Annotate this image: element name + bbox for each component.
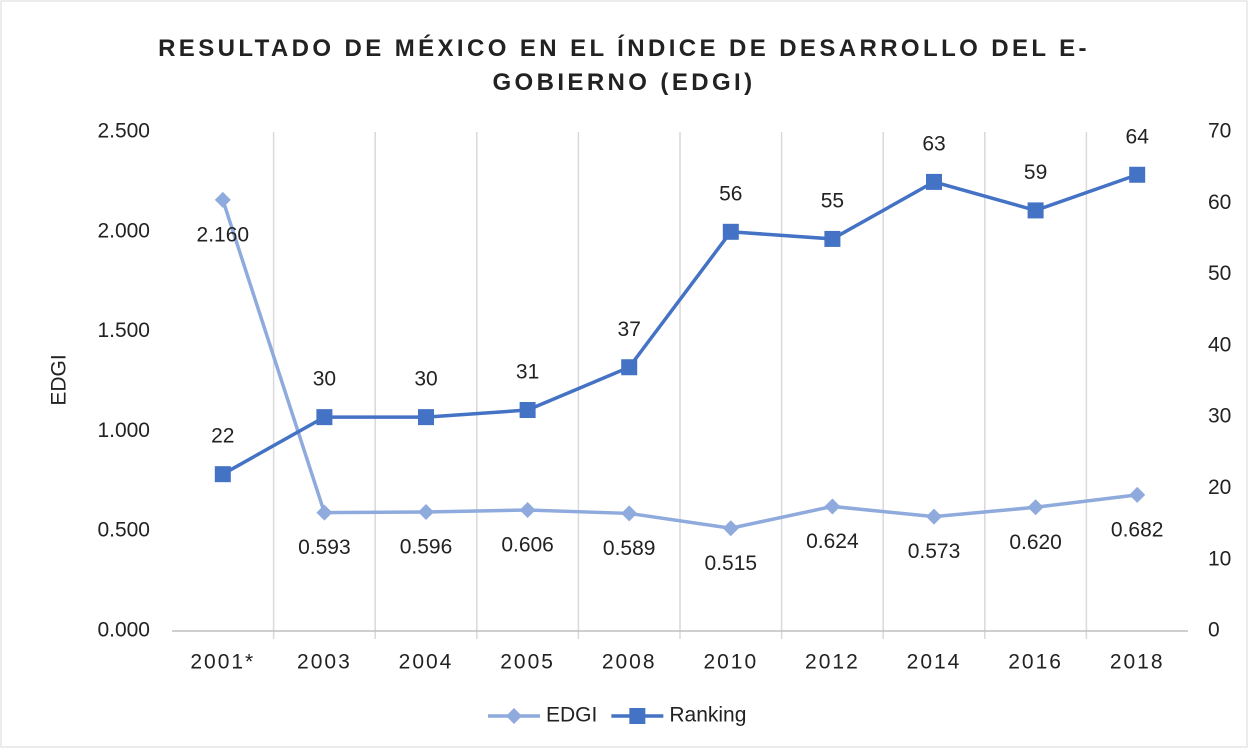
point-marker: [1027, 202, 1044, 219]
data-label: 0.596: [400, 536, 453, 559]
point-marker: [214, 466, 231, 483]
y-tick-label: 0.000: [97, 619, 150, 642]
data-label: 0.593: [298, 536, 351, 559]
x-tick-label: 2005: [500, 651, 555, 674]
data-label: 37: [618, 318, 641, 341]
y2-tick-label: 50: [1208, 262, 1231, 285]
legend-marker: [506, 708, 522, 724]
point-marker: [1129, 486, 1146, 503]
data-label: 55: [821, 189, 844, 212]
point-marker: [722, 223, 739, 240]
x-tick-label: 2014: [907, 651, 962, 674]
data-label: 22: [211, 425, 234, 448]
y-tick-label: 1.500: [97, 319, 150, 342]
series-line: [221, 173, 1138, 476]
point-marker: [214, 191, 231, 208]
chart-title: RESULTADO DE MÉXICO EN EL ÍNDICE DE DESA…: [158, 35, 1090, 96]
data-label: 2.160: [197, 223, 250, 246]
data-label: 0.589: [603, 537, 656, 560]
point-marker: [418, 504, 434, 521]
x-tick-label: 2003: [297, 651, 352, 674]
point-marker: [519, 502, 536, 519]
series-line: [221, 199, 1138, 530]
legend-label: EDGI: [546, 704, 597, 727]
point-marker: [418, 409, 434, 426]
data-label: 30: [313, 368, 336, 391]
point-marker: [824, 498, 841, 515]
point-marker: [926, 173, 942, 190]
y-tick-label: 0.500: [97, 519, 150, 542]
x-tick-label: 2001*: [190, 651, 255, 674]
point-marker: [926, 508, 942, 525]
point-marker: [316, 504, 333, 521]
data-label: 30: [414, 368, 437, 391]
point-marker: [519, 402, 536, 419]
y2-tick-label: 20: [1208, 476, 1231, 499]
data-label: 63: [922, 132, 945, 155]
data-label: 0.606: [501, 534, 554, 557]
y-tick-label: 2.500: [97, 120, 150, 143]
data-label: 0.515: [705, 552, 758, 575]
y2-tick-label: 70: [1208, 120, 1231, 143]
point-marker: [1027, 499, 1044, 516]
y-tick-label: 1.000: [97, 419, 150, 442]
data-label: 56: [719, 182, 742, 205]
x-tick-label: 2008: [602, 651, 657, 674]
data-label: 59: [1024, 161, 1047, 184]
data-label: 0.682: [1111, 518, 1164, 541]
data-label: 0.573: [908, 540, 961, 563]
data-label: 0.624: [806, 530, 859, 553]
point-marker: [824, 230, 841, 247]
point-marker: [621, 505, 638, 522]
y2-tick-label: 40: [1208, 333, 1231, 356]
y2-tick-label: 0: [1208, 619, 1220, 642]
data-label: 0.620: [1009, 531, 1062, 554]
y2-tick-label: 30: [1208, 405, 1231, 428]
y-axis-label: EDGI: [48, 354, 71, 405]
point-marker: [621, 359, 638, 376]
point-marker: [1129, 166, 1146, 183]
point-marker: [722, 520, 739, 537]
y2-tick-label: 60: [1208, 191, 1231, 214]
data-label: 64: [1126, 125, 1150, 148]
x-tick-label: 2018: [1110, 651, 1165, 674]
y-tick-label: 2.000: [97, 219, 150, 242]
data-label: 31: [516, 361, 539, 384]
x-tick-label: 2010: [703, 651, 758, 674]
x-tick-label: 2004: [399, 651, 454, 674]
x-tick-label: 2016: [1008, 651, 1063, 674]
x-tick-label: 2012: [805, 651, 860, 674]
point-marker: [316, 409, 333, 426]
legend-label: Ranking: [669, 704, 746, 727]
legend-marker: [629, 708, 646, 724]
y2-tick-label: 10: [1208, 547, 1231, 570]
